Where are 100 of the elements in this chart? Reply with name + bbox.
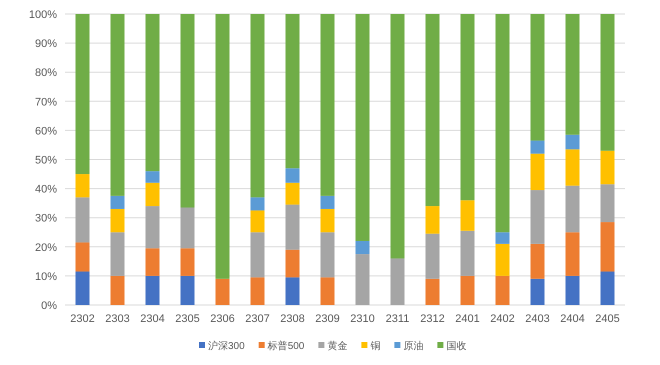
bar [250, 232, 264, 278]
bar [530, 154, 544, 190]
y-tick-label: 100% [28, 9, 58, 21]
bar [496, 276, 510, 305]
bar [566, 149, 580, 186]
bar [530, 278, 544, 305]
legend-label: 标普500 [266, 340, 305, 352]
bar [600, 272, 614, 305]
bar [110, 14, 124, 196]
bar [356, 14, 370, 241]
bar [566, 232, 580, 276]
y-tick-label: 80% [34, 67, 58, 80]
bar [180, 14, 194, 208]
bar [600, 184, 614, 222]
bar [286, 14, 300, 168]
x-tick-label: 2402 [490, 313, 515, 325]
bar [216, 278, 230, 305]
bar [530, 140, 544, 154]
x-tick-label: 2306 [210, 313, 235, 325]
bar [426, 278, 440, 305]
x-tick-label: 2311 [386, 313, 410, 325]
y-tick-label: 60% [34, 125, 58, 138]
bar [146, 206, 160, 248]
bar [426, 234, 440, 279]
legend-label: 原油 [403, 340, 424, 352]
bar [566, 134, 580, 150]
bar [460, 14, 474, 200]
x-tick-label: 2310 [350, 313, 375, 325]
bar [390, 258, 404, 305]
bar [250, 14, 264, 198]
y-tick-label: 70% [34, 96, 58, 108]
bar [566, 14, 580, 135]
legend-label: 黄金 [327, 340, 348, 352]
bar [460, 200, 474, 231]
bar [76, 14, 90, 174]
bar [250, 210, 264, 232]
x-tick-label: 2404 [560, 313, 585, 325]
bar [110, 276, 124, 305]
bar [180, 208, 194, 248]
bar [146, 171, 160, 183]
bar [216, 14, 230, 279]
bar [530, 190, 544, 244]
legend-label: 国收 [446, 341, 466, 352]
x-tick-label: 2303 [105, 313, 130, 325]
bar [110, 196, 124, 209]
bar [600, 14, 614, 151]
bar [496, 232, 510, 244]
bar [76, 272, 90, 305]
bar [356, 254, 370, 305]
y-tick-label: 10% [34, 270, 58, 283]
bar [146, 14, 160, 172]
x-tick-label: 2307 [245, 313, 270, 325]
legend-label: 铜 [369, 341, 380, 352]
bar [76, 174, 90, 198]
bar [76, 197, 90, 242]
bar [180, 248, 194, 276]
y-tick-label: 30% [34, 212, 58, 225]
bar [426, 14, 440, 206]
bar [146, 276, 160, 305]
x-tick-label: 2304 [140, 313, 165, 325]
bar [600, 222, 614, 272]
bar [76, 242, 90, 272]
bar [566, 276, 580, 305]
bar [460, 230, 474, 276]
bar [496, 244, 510, 276]
bar [110, 208, 124, 232]
x-tick-label: 2308 [280, 313, 305, 325]
x-tick-label: 2405 [595, 313, 620, 325]
bar [390, 14, 404, 258]
x-tick-label: 2302 [70, 313, 95, 325]
bar [530, 244, 544, 279]
y-tick-label: 40% [34, 184, 58, 196]
bar [180, 276, 194, 305]
bar [356, 240, 370, 254]
x-tick-label: 2312 [420, 313, 445, 325]
bar [530, 14, 544, 141]
bar [320, 14, 334, 196]
x-tick-label: 2403 [525, 313, 550, 325]
y-tick-label: 90% [34, 38, 58, 50]
x-tick-label: 2309 [315, 313, 340, 325]
x-tick-label: 2401 [455, 313, 480, 325]
x-tick-label: 2305 [175, 313, 200, 325]
y-tick-label: 20% [34, 242, 58, 254]
bar [600, 150, 614, 184]
bar [286, 204, 300, 250]
bar [286, 250, 300, 278]
y-tick-label: 0% [41, 300, 58, 312]
bar [320, 277, 334, 305]
bar [146, 248, 160, 276]
legend-label: 沪深300 [208, 340, 246, 352]
bar [566, 186, 580, 232]
bar [250, 197, 264, 210]
y-tick-label: 50% [34, 154, 58, 166]
bar [286, 182, 300, 205]
bar [320, 196, 334, 209]
bar [426, 206, 440, 234]
bar [496, 14, 510, 232]
bar [286, 168, 300, 183]
bar [286, 277, 300, 305]
bar [250, 277, 264, 305]
